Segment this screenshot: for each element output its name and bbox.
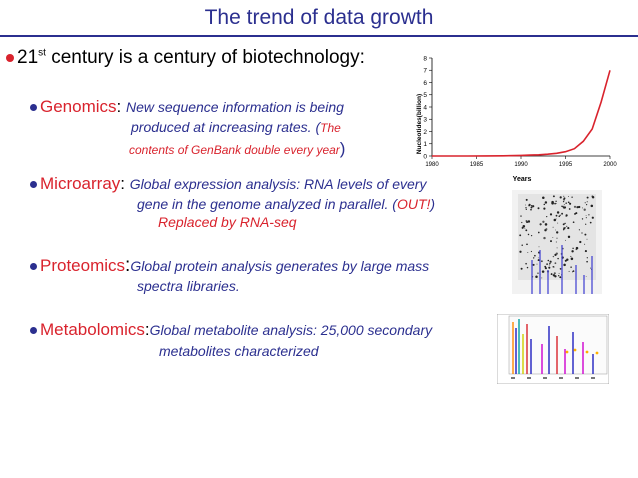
bullet-dot-icon xyxy=(30,181,37,189)
chart-y-tick-label: 1 xyxy=(423,141,427,148)
metabolomics-colon: : xyxy=(144,320,150,339)
genomics-line1: New sequence information is being xyxy=(125,99,344,115)
metabolomics-bullet: Metabolomics:Global metabolite analysis:… xyxy=(30,320,432,340)
title-underline xyxy=(0,35,638,37)
main-bullet-prefix: 21 xyxy=(17,47,39,68)
main-bullet-superscript: st xyxy=(38,47,46,59)
slide-title: The trend of data growth xyxy=(204,6,434,29)
microarray-line3: Replaced by RNA-seq xyxy=(158,214,297,230)
chart-x-axis-label: Years xyxy=(513,176,532,183)
microarray-line2a: gene in the genome analyzed in parallel.… xyxy=(137,196,397,212)
chart-y-tick-label: 2 xyxy=(423,129,427,136)
chart-x-tick-label: 2000 xyxy=(603,162,617,168)
chart-y-tick-label: 4 xyxy=(423,104,427,111)
proteomics-line2: spectra libraries. xyxy=(137,278,240,294)
metabolomics-line1: Global metabolite analysis: 25,000 secon… xyxy=(149,322,433,338)
genomics-line3b: ) xyxy=(339,139,346,158)
microarray-line1: Global expression analysis: RNA levels o… xyxy=(129,176,427,192)
chart-y-tick-label: 0 xyxy=(423,153,427,160)
chart-y-tick-label: 3 xyxy=(423,117,427,124)
chart-y-axis-label: Nucleotides(billion) xyxy=(416,94,423,154)
main-bullet-text: century is a century of biotechnology: xyxy=(45,47,365,68)
chart-x-tick-label: 1990 xyxy=(514,162,528,168)
genomics-line3: contents of GenBank double every year) xyxy=(129,139,345,159)
chart-plot-area: 0 1 2 3 4 5 6 7 8 1980 1985 1990 1995 2000 xyxy=(423,55,617,168)
chart-y-tick-label: 6 xyxy=(423,80,427,87)
microarray-colon: : xyxy=(120,174,130,193)
genomics-line2: produced at increasing rates. (The xyxy=(131,119,341,135)
chart-y-tick-label: 8 xyxy=(423,55,427,62)
bullet-dot-icon xyxy=(30,104,37,112)
proteomics-label: Proteomics xyxy=(40,256,126,275)
bullet-dot-icon xyxy=(30,327,37,335)
microarray-line2: gene in the genome analyzed in parallel.… xyxy=(137,196,435,212)
microarray-bullet: Microarray: Global expression analysis: … xyxy=(30,174,426,194)
microarray-image xyxy=(512,190,602,294)
genomics-colon: : xyxy=(116,97,126,116)
metabolomics-spectrum-image xyxy=(497,314,609,384)
chart-x-tick-label: 1995 xyxy=(559,162,573,168)
genomics-label: Genomics xyxy=(40,97,117,116)
metabolomics-label: Metabolomics xyxy=(40,320,145,339)
genomics-line2b: The xyxy=(320,121,341,135)
genomics-line2a: produced at increasing rates. ( xyxy=(131,119,321,135)
microarray-line2b: OUT! xyxy=(396,196,431,212)
bullet-dot-icon xyxy=(6,53,14,62)
bullet-dot-icon xyxy=(30,263,37,271)
genomics-bullet: Genomics: New sequence information is be… xyxy=(30,97,344,117)
microarray-label: Microarray xyxy=(40,174,121,193)
microarray-line2c: ) xyxy=(430,196,436,212)
proteomics-line1: Global protein analysis generates by lar… xyxy=(130,258,430,274)
chart-y-tick-label: 5 xyxy=(423,92,427,99)
chart-y-tick-label: 7 xyxy=(423,68,427,75)
chart-x-tick-label: 1980 xyxy=(425,162,439,168)
proteomics-bullet: Proteomics:Global protein analysis gener… xyxy=(30,255,429,277)
proteomics-colon: : xyxy=(125,255,131,276)
chart-series-line xyxy=(432,70,611,157)
main-bullet: 21st century is a century of biotechnolo… xyxy=(6,47,365,69)
metabolomics-line2: metabolites characterized xyxy=(159,343,319,359)
genomics-line3a: contents of GenBank double every year xyxy=(129,143,340,157)
chart-x-tick-label: 1985 xyxy=(470,162,484,168)
genbank-growth-chart: 0 1 2 3 4 5 6 7 8 1980 1985 1990 1995 2000 Nucleotide… xyxy=(416,55,617,183)
